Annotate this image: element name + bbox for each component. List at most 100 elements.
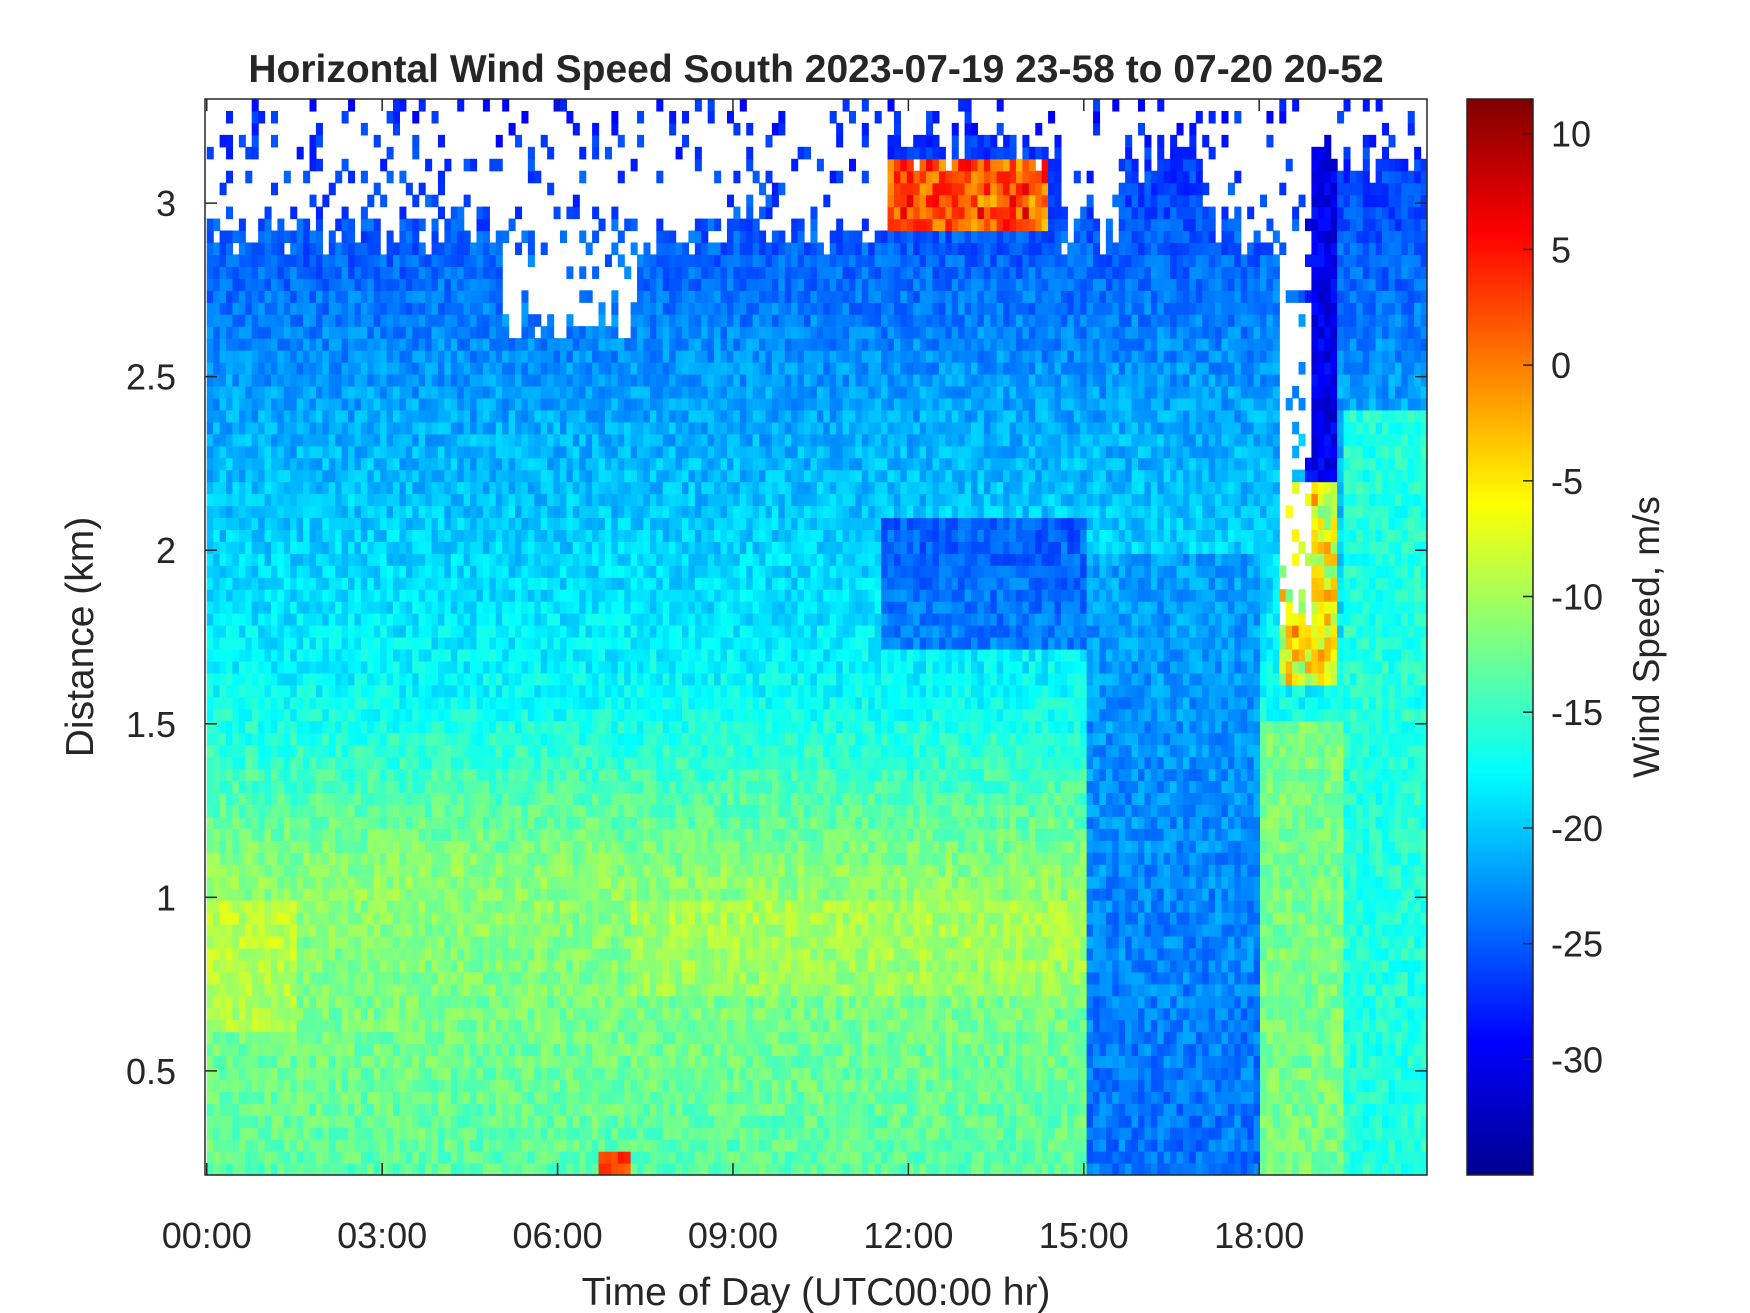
heatmap-cell — [219, 732, 227, 746]
heatmap-cell — [425, 493, 433, 507]
heatmap-cell — [328, 959, 336, 973]
heatmap-cell — [508, 1115, 516, 1128]
heatmap-cell — [515, 1163, 523, 1175]
heatmap-cell — [238, 1079, 246, 1092]
heatmap-cell — [604, 481, 612, 495]
heatmap-cell — [534, 1127, 542, 1140]
heatmap-cell — [463, 1067, 471, 1080]
heatmap-cell — [463, 983, 471, 997]
heatmap-cell — [418, 756, 426, 770]
heatmap-cell — [502, 911, 510, 925]
heatmap-cell — [540, 971, 548, 985]
heatmap-cell — [598, 1115, 606, 1128]
heatmap-cell — [290, 1079, 298, 1092]
heatmap-cell — [219, 780, 227, 794]
heatmap-cell — [251, 911, 259, 925]
heatmap-cell — [226, 804, 234, 817]
heatmap-cell — [508, 122, 516, 136]
heatmap-cell — [572, 1031, 580, 1045]
heatmap-cell — [521, 888, 529, 901]
heatmap-cell — [303, 601, 311, 614]
heatmap-cell — [547, 397, 555, 411]
heatmap-cell — [476, 1127, 484, 1140]
heatmap-cell — [360, 469, 368, 483]
heatmap-cell — [309, 517, 317, 530]
heatmap-cell — [495, 1151, 503, 1164]
heatmap-cell — [579, 1151, 587, 1164]
heatmap-cell — [412, 1019, 420, 1033]
heatmap-cell — [322, 266, 330, 279]
heatmap-cell — [296, 971, 304, 985]
heatmap-cell — [315, 792, 323, 805]
heatmap-cell — [213, 1019, 221, 1033]
heatmap-cell — [232, 469, 240, 483]
heatmap-cell — [296, 613, 304, 626]
heatmap-cell — [322, 469, 330, 483]
heatmap-cell — [348, 1127, 356, 1140]
heatmap-cell — [559, 816, 567, 829]
heatmap-cell — [534, 457, 542, 471]
heatmap-cell — [592, 1043, 600, 1057]
heatmap-cell — [547, 708, 555, 722]
heatmap-cell — [457, 696, 465, 710]
heatmap-cell — [322, 792, 330, 805]
heatmap-cell — [579, 840, 587, 853]
heatmap-cell — [527, 756, 535, 770]
heatmap-cell — [405, 1007, 413, 1021]
heatmap-cell — [585, 1019, 593, 1033]
heatmap-cell — [393, 720, 401, 734]
heatmap-cell — [553, 541, 561, 554]
heatmap-cell — [373, 134, 381, 148]
heatmap-cell — [592, 577, 600, 590]
heatmap-cell — [386, 529, 394, 542]
heatmap-cell — [328, 971, 336, 985]
heatmap-cell — [585, 684, 593, 698]
heatmap-cell — [444, 1163, 452, 1175]
heatmap-cell — [380, 541, 388, 554]
heatmap-cell — [444, 625, 452, 638]
heatmap-cell — [232, 708, 240, 722]
heatmap-cell — [579, 385, 587, 399]
heatmap-cell — [412, 1115, 420, 1128]
heatmap-cell — [341, 720, 349, 734]
heatmap-cell — [354, 959, 362, 973]
heatmap-cell — [213, 362, 221, 375]
heatmap-cell — [470, 373, 478, 387]
heatmap-cell — [367, 385, 375, 399]
heatmap-cell — [598, 601, 606, 614]
heatmap-cell — [258, 625, 266, 638]
heatmap-cell — [534, 828, 542, 841]
heatmap-cell — [547, 469, 555, 483]
heatmap-cell — [553, 768, 561, 782]
heatmap-cell — [232, 732, 240, 746]
heatmap-cell — [463, 589, 471, 602]
heatmap-cell — [367, 684, 375, 698]
heatmap-cell — [604, 876, 612, 889]
heatmap-cell — [206, 541, 214, 554]
heatmap-cell — [527, 362, 535, 375]
heatmap-cell — [547, 995, 555, 1009]
heatmap-cell — [367, 541, 375, 554]
heatmap-cell — [534, 852, 542, 865]
heatmap-cell — [457, 876, 465, 889]
heatmap-cell — [425, 290, 433, 303]
heatmap-cell — [367, 314, 375, 327]
heatmap-cell — [270, 493, 278, 507]
heatmap-cell — [495, 1163, 503, 1175]
heatmap-cell — [399, 888, 407, 901]
heatmap-cell — [585, 971, 593, 985]
heatmap-cell — [206, 457, 214, 471]
heatmap-cell — [515, 601, 523, 614]
heatmap-cell — [489, 362, 497, 375]
heatmap-cell — [592, 828, 600, 841]
heatmap-cell — [457, 541, 465, 554]
heatmap-cell — [303, 541, 311, 554]
heatmap-cell — [579, 553, 587, 566]
heatmap-cell — [348, 218, 356, 232]
heatmap-cell — [270, 684, 278, 698]
heatmap-cell — [476, 696, 484, 710]
heatmap-cell — [598, 1067, 606, 1080]
heatmap-cell — [470, 433, 478, 447]
heatmap-cell — [437, 935, 445, 949]
heatmap-cell — [283, 971, 291, 985]
